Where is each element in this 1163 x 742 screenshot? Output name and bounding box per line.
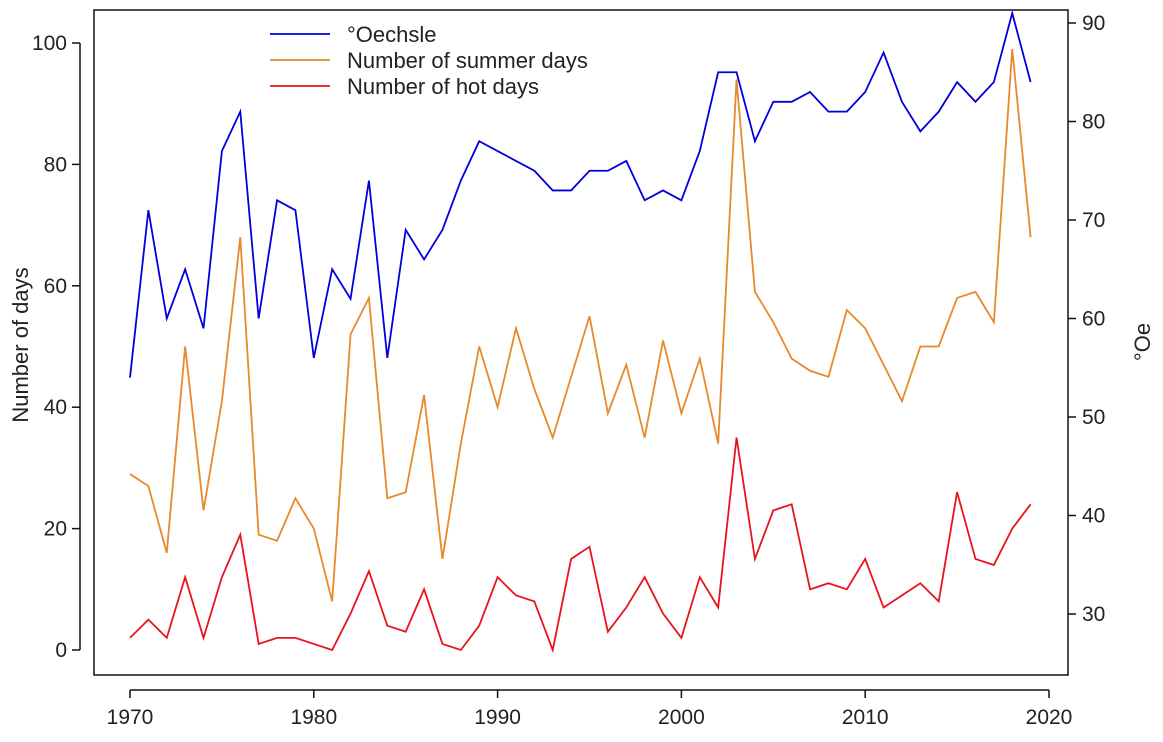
y2-tick-label: 70 [1082,209,1105,232]
y2-tick-label: 80 [1082,111,1105,134]
series-line-3 [129,437,1032,654]
y-tick-label: 40 [44,396,67,419]
y2-tick-label: 90 [1082,12,1105,35]
x-tick-label: 2000 [658,706,705,729]
x-tick-label: 1990 [474,706,521,729]
x-tick-label: 2010 [842,706,889,729]
y-tick-label: 0 [55,639,67,662]
x-tick-label: 2020 [1026,706,1073,729]
y2-tick-label: 40 [1082,505,1105,528]
y-tick-label: 80 [44,153,67,176]
y2-tick-label: 60 [1082,308,1105,331]
y-tick-label: 100 [32,32,67,55]
plot-frame [93,9,1069,676]
series-line-1 [129,9,1032,378]
legend-label: Number of hot days [347,74,539,99]
legend-label: Number of summer days [347,48,588,73]
y2-axis-label: °Oe [1130,323,1155,361]
y-tick-label: 60 [44,275,67,298]
series-line-2 [129,48,1032,602]
x-tick-label: 1980 [290,706,337,729]
y2-tick-label: 50 [1082,406,1105,429]
legend-label: °Oechsle [347,22,437,47]
y-tick-label: 20 [44,518,67,541]
y-axis-label: Number of days [8,267,33,422]
x-tick-label: 1970 [107,706,154,729]
y2-tick-label: 30 [1082,603,1105,626]
